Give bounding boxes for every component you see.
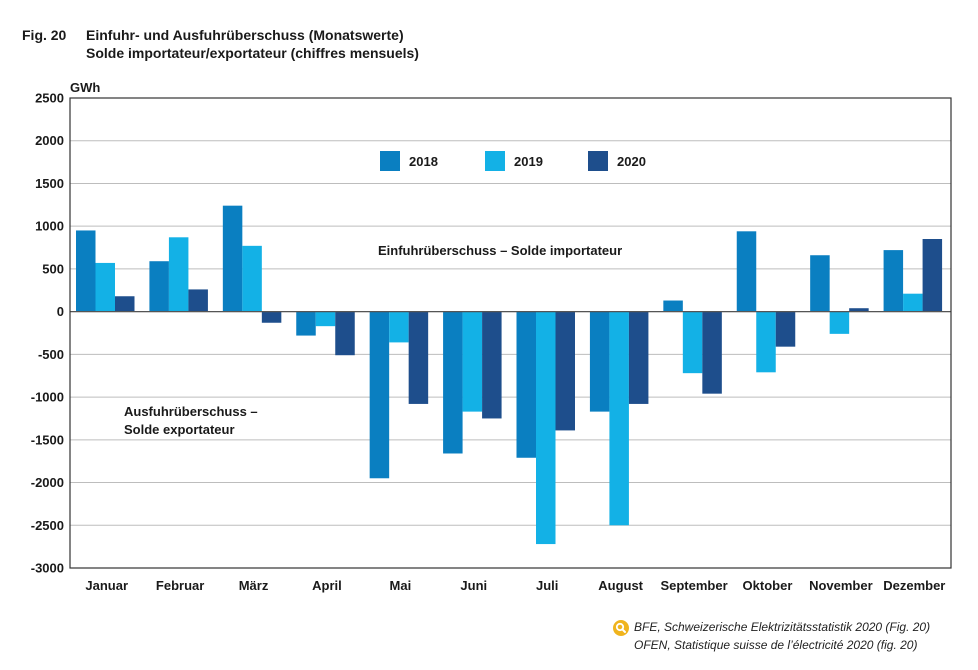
bar-2019-juli [536,311,556,545]
bar-2019-januar [95,262,115,312]
bar-2019-märz [242,245,262,312]
magnifier-icon [613,620,629,636]
y-tick-label: 0 [57,304,64,319]
bar-2020-august [628,311,649,404]
bar-2018-oktober [736,231,757,312]
bar-2018-august [589,311,610,412]
bar-2020-januar [115,296,135,312]
y-axis-label: GWh [70,80,100,95]
y-tick-label: -2500 [31,518,64,533]
bar-2020-juni [482,311,502,419]
x-tick-label: Dezember [883,578,945,593]
x-tick-label: April [312,578,342,593]
y-tick-label: -3000 [31,561,64,576]
bar-2018-april [296,311,316,336]
x-tick-label: Oktober [743,578,793,593]
y-tick-label: -2000 [31,475,64,490]
legend-label-2018: 2018 [409,154,438,169]
x-tick-label: Februar [156,578,204,593]
x-tick-label: September [660,578,727,593]
x-tick-label: August [598,578,643,593]
plot-frame [69,97,952,569]
bar-2018-märz [222,205,243,312]
bar-2020-november [849,308,869,312]
x-tick-label: Januar [85,578,128,593]
y-tick-label: 500 [42,261,64,276]
bar-2019-juni [462,311,483,412]
y-tick-label: -1500 [31,432,64,447]
bar-2019-dezember [903,293,923,312]
bar-2020-dezember [922,239,943,312]
bar-2020-märz [261,311,282,323]
bar-2019-august [609,311,629,526]
legend-label-2019: 2019 [514,154,543,169]
chart-title-fr: Solde importateur/exportateur (chiffres … [86,45,419,61]
bar-2018-januar [76,230,96,312]
bar-2018-februar [149,261,169,312]
y-tick-label: 1000 [35,219,64,234]
y-tick-label: 2000 [35,133,64,148]
bar-2019-april [315,311,336,327]
chart-title-de: Einfuhr- und Ausfuhrüberschuss (Monatswe… [86,27,404,43]
bar-2020-juli [555,311,575,431]
export-annotation-line1: Ausfuhrüberschuss – [124,404,258,419]
import-annotation: Einfuhrüberschuss – Solde importateur [378,243,622,258]
x-tick-label: Juni [460,578,487,593]
x-tick-label: März [239,578,269,593]
bar-2019-november [829,311,850,334]
source-line-2: OFEN, Statistique suisse de l’électricit… [634,638,918,652]
x-tick-label: Juli [536,578,558,593]
bar-2020-september [702,311,722,394]
source-line-1: BFE, Schweizerische Elektrizitätsstatist… [634,620,931,634]
x-tick-label: Mai [390,578,412,593]
bar-2020-mai [408,311,429,404]
bar-2018-september [663,300,683,312]
bar-2019-oktober [756,311,776,373]
bar-2020-februar [188,289,208,312]
bar-2019-februar [168,237,189,312]
legend-swatch-2019 [485,151,505,171]
y-tick-label: -1000 [31,390,64,405]
x-tick-label: November [809,578,873,593]
bar-2018-juni [443,311,463,454]
bar-2019-mai [389,311,409,343]
legend-swatch-2018 [380,151,400,171]
bar-2019-september [682,311,703,374]
bar-2018-dezember [883,250,904,312]
figure-number: Fig. 20 [22,27,67,43]
export-annotation-line2: Solde exportateur [124,422,235,437]
legend-label-2020: 2020 [617,154,646,169]
legend-swatch-2020 [588,151,608,171]
y-tick-label: 1500 [35,176,64,191]
bar-2020-april [335,311,355,356]
bar-2020-oktober [775,311,796,347]
y-tick-label: 2500 [35,91,64,106]
bar-2018-mai [369,311,390,479]
y-tick-label: -500 [38,347,64,362]
bar-2018-juli [516,311,536,458]
bar-2018-november [810,255,830,312]
